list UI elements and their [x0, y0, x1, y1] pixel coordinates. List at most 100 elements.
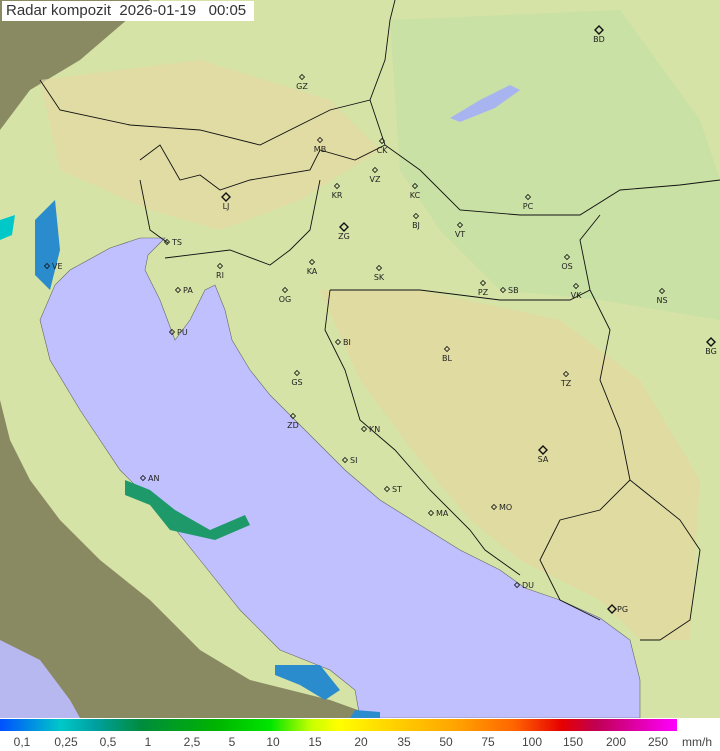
tyrrhenian-sea — [0, 640, 80, 718]
city-label: GZ — [296, 82, 308, 91]
city-label: NS — [656, 296, 667, 305]
city-label: RI — [216, 271, 224, 280]
city-marker-icon — [499, 286, 507, 294]
scale-tick-label: 20 — [354, 735, 368, 749]
scale-tick-label: 250 — [647, 735, 669, 749]
radar-map: BD GZ MB CK VZ KR KC LJ ZG BJ VT PC TS VE RI KA SK OS PZ SB… — [0, 0, 720, 718]
city-label: BD — [593, 35, 605, 44]
city-label: BI — [343, 338, 351, 347]
scale-tick-label: 35 — [397, 735, 411, 749]
terrain-east — [320, 290, 700, 640]
city-marker-icon — [456, 221, 464, 229]
city-marker-icon — [289, 412, 297, 420]
map-title: Radar kompozit 2026-01-19 00:05 — [2, 1, 255, 21]
scale-tick-label: 5 — [228, 735, 236, 749]
lake-balaton — [450, 85, 520, 122]
city-marker-icon — [479, 279, 487, 287]
city-label: VE — [52, 262, 63, 271]
city-marker-icon — [538, 445, 548, 455]
city-marker-icon — [221, 192, 231, 202]
city-label: PA — [183, 286, 193, 295]
city-label: VK — [571, 291, 582, 300]
city-marker-icon — [706, 337, 716, 347]
city-marker-icon — [594, 25, 604, 35]
city-label: KC — [410, 191, 421, 200]
city-label: DU — [522, 581, 534, 590]
precipitation-scale-labels: 0,1 0,25 0,5 1 2,5 5 10 15 20 35 50 75 100 150 200 250 m… — [0, 735, 720, 751]
city-marker-icon — [443, 345, 451, 353]
city-label: ZD — [287, 421, 299, 430]
city-label: KR — [332, 191, 343, 200]
plains-pannonia — [390, 10, 720, 320]
city-marker-icon — [360, 425, 368, 433]
city-markers: BD GZ MB CK VZ KR KC LJ ZG BJ VT PC TS VE RI KA SK OS PZ SB… — [43, 25, 717, 614]
city-label: TS — [171, 238, 182, 247]
city-label: ZG — [338, 232, 350, 241]
city-label: KN — [369, 425, 380, 434]
city-label: MA — [436, 509, 449, 518]
city-label: AN — [148, 474, 159, 483]
city-label: CK — [377, 146, 389, 155]
city-marker-icon — [375, 264, 383, 272]
city-label: TZ — [560, 379, 572, 388]
scale-tick-label: 0,1 — [13, 735, 31, 749]
city-label: MO — [499, 503, 512, 512]
city-marker-icon — [163, 238, 171, 246]
city-marker-icon — [139, 474, 147, 482]
city-label: GS — [291, 378, 302, 387]
city-label: BL — [442, 354, 452, 363]
scale-tick-label: 75 — [481, 735, 495, 749]
city-marker-icon — [334, 338, 342, 346]
city-marker-icon — [513, 581, 521, 589]
city-marker-icon — [427, 509, 435, 517]
city-label: PZ — [478, 288, 489, 297]
city-marker-icon — [378, 137, 386, 145]
city-marker-icon — [293, 369, 301, 377]
city-label: PU — [177, 328, 188, 337]
city-marker-icon — [168, 328, 176, 336]
city-label: SI — [350, 456, 357, 465]
city-marker-icon — [174, 286, 182, 294]
terrain-alps — [40, 60, 380, 230]
city-marker-icon — [341, 456, 349, 464]
radar-echoes — [0, 200, 380, 718]
scale-tick-label: 100 — [521, 735, 543, 749]
scale-tick-label: 2,5 — [183, 735, 201, 749]
city-marker-icon — [43, 262, 51, 270]
city-marker-icon — [490, 503, 498, 511]
city-marker-icon — [216, 262, 224, 270]
city-marker-icon — [298, 73, 306, 81]
city-marker-icon — [412, 212, 420, 220]
city-label: VT — [455, 230, 465, 239]
city-label: PC — [523, 202, 534, 211]
precipitation-color-scale — [0, 719, 677, 731]
scale-tick-label: 0,25 — [54, 735, 78, 749]
city-label: VZ — [370, 175, 381, 184]
city-label: SB — [508, 286, 519, 295]
city-marker-icon — [607, 604, 617, 614]
scale-tick-label: 150 — [562, 735, 584, 749]
city-label: BJ — [412, 221, 420, 230]
scale-tick-label: 15 — [308, 735, 322, 749]
city-label: ST — [392, 485, 402, 494]
city-label: SA — [538, 455, 549, 464]
city-marker-icon — [281, 286, 289, 294]
city-label: BG — [705, 347, 717, 356]
scale-tick-label: 50 — [439, 735, 453, 749]
scale-tick-label: 1 — [144, 735, 152, 749]
city-marker-icon — [563, 253, 571, 261]
city-label: OG — [279, 295, 292, 304]
scale-tick-label: 10 — [266, 735, 280, 749]
city-marker-icon — [562, 370, 570, 378]
city-marker-icon — [371, 166, 379, 174]
city-label: SK — [374, 273, 385, 282]
scale-tick-label: 200 — [605, 735, 627, 749]
city-marker-icon — [308, 258, 316, 266]
city-label: OS — [561, 262, 572, 271]
city-label: MB — [314, 145, 326, 154]
borders — [39, 0, 720, 641]
city-marker-icon — [572, 282, 580, 290]
city-label: LJ — [223, 202, 230, 211]
city-label: KA — [307, 267, 318, 276]
